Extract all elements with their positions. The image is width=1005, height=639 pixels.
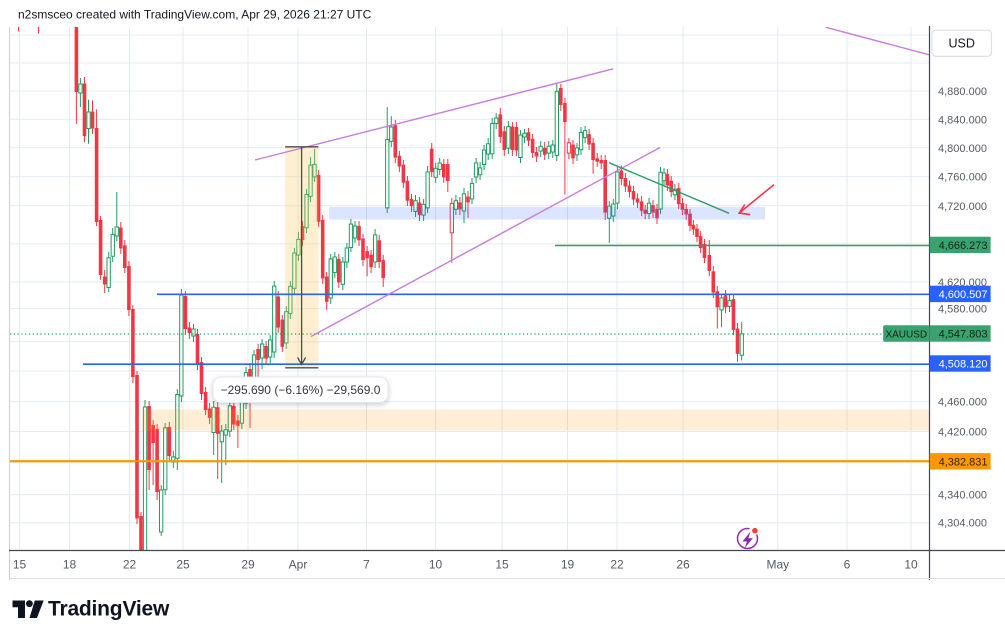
svg-text:4,547.803: 4,547.803 — [939, 329, 988, 341]
svg-text:4,800.000: 4,800.000 — [938, 143, 987, 155]
svg-text:4,840.000: 4,840.000 — [938, 114, 987, 126]
svg-text:4,720.000: 4,720.000 — [938, 201, 987, 213]
svg-text:4,304.000: 4,304.000 — [938, 518, 987, 530]
svg-text:4,880.000: 4,880.000 — [938, 86, 987, 98]
svg-text:26: 26 — [676, 558, 690, 572]
svg-text:4,382.831: 4,382.831 — [939, 456, 988, 468]
svg-text:4,580.000: 4,580.000 — [938, 304, 987, 316]
svg-text:4,760.000: 4,760.000 — [938, 172, 987, 184]
svg-text:−295.690 (−6.16%) −29,569.0: −295.690 (−6.16%) −29,569.0 — [221, 383, 381, 397]
svg-text:18: 18 — [63, 558, 77, 572]
svg-text:15: 15 — [13, 558, 27, 572]
svg-text:TradingView: TradingView — [48, 598, 170, 621]
svg-text:Apr: Apr — [289, 558, 308, 572]
svg-text:4,420.000: 4,420.000 — [938, 427, 987, 439]
svg-text:n2smsceo created with TradingV: n2smsceo created with TradingView.com, A… — [18, 8, 372, 22]
svg-text:4,508.120: 4,508.120 — [939, 359, 988, 371]
svg-text:19: 19 — [561, 558, 575, 572]
svg-text:May: May — [766, 558, 789, 572]
svg-text:29: 29 — [241, 558, 255, 572]
svg-text:4,340.000: 4,340.000 — [938, 490, 987, 502]
svg-text:4,666.273: 4,666.273 — [939, 240, 988, 252]
svg-text:6: 6 — [844, 558, 851, 572]
svg-text:XAUUSD: XAUUSD — [885, 330, 927, 341]
svg-text:7: 7 — [363, 558, 370, 572]
svg-text:4,460.000: 4,460.000 — [938, 397, 987, 409]
svg-text:4,600.507: 4,600.507 — [939, 289, 988, 301]
svg-text:10: 10 — [429, 558, 443, 572]
svg-text:22: 22 — [610, 558, 624, 572]
svg-text:25: 25 — [176, 558, 190, 572]
svg-text:22: 22 — [123, 558, 137, 572]
svg-text:15: 15 — [495, 558, 509, 572]
svg-text:10: 10 — [904, 558, 918, 572]
svg-text:USD: USD — [948, 37, 974, 51]
